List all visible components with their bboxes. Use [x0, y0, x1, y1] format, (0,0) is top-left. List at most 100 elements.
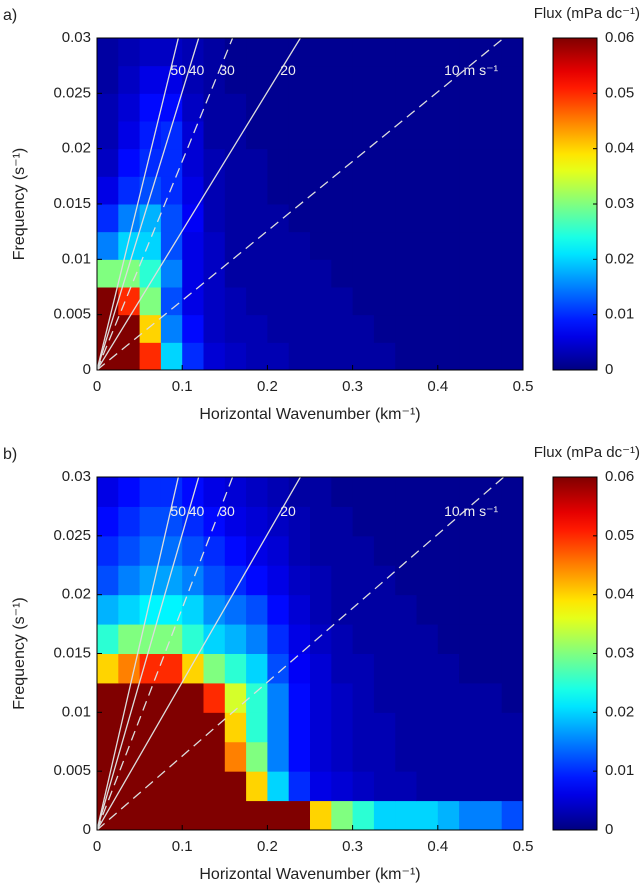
heatmap-cell: [331, 121, 354, 150]
heatmap-cell: [182, 287, 204, 316]
heatmap-cell: [246, 594, 268, 625]
heatmap-cell: [267, 121, 290, 150]
heatmap-cell: [203, 231, 226, 260]
heatmap-cell: [97, 682, 119, 713]
heatmap-cell: [459, 682, 481, 713]
heatmap-cell: [224, 712, 247, 743]
heatmap-cell: [182, 594, 204, 625]
heatmap-cell: [395, 259, 417, 288]
heatmap-cell: [160, 93, 183, 122]
heatmap-cell: [459, 771, 481, 802]
heatmap-cell: [97, 121, 119, 150]
heatmap-cell: [331, 314, 354, 343]
y-tick-label: 0.01: [62, 250, 91, 267]
heatmap-cell: [224, 535, 247, 566]
heatmap-cell: [437, 342, 460, 371]
heatmap-cell: [246, 259, 268, 288]
heatmap-cell: [459, 148, 481, 177]
heatmap-cell: [501, 506, 524, 537]
panel-label: a): [3, 7, 17, 24]
heatmap-cell: [437, 176, 460, 205]
heatmap-cell: [182, 712, 204, 743]
panel-label: b): [3, 446, 17, 463]
x-axis-label: Horizontal Wavenumber (km⁻¹): [199, 866, 420, 883]
heatmap-cell: [395, 594, 417, 625]
heatmap-cell: [224, 93, 247, 122]
phase-label: 50: [170, 62, 186, 78]
heatmap-cell: [373, 176, 396, 205]
heatmap-cell: [501, 93, 524, 122]
heatmap-cell: [139, 287, 162, 316]
x-tick-label: 0.4: [427, 838, 448, 855]
heatmap-cell: [459, 287, 481, 316]
heatmap: [97, 38, 524, 371]
heatmap-cell: [373, 682, 396, 713]
heatmap-cell: [267, 624, 290, 654]
heatmap-cell: [118, 624, 141, 654]
heatmap-cell: [267, 712, 290, 743]
heatmap-cell: [373, 565, 396, 596]
heatmap-cell: [139, 682, 162, 713]
heatmap-cell: [160, 712, 183, 743]
heatmap-cell: [182, 342, 204, 371]
colorbar-tick-label: 0.01: [605, 306, 634, 323]
heatmap-cell: [352, 712, 375, 743]
heatmap-cell: [331, 477, 354, 507]
heatmap-cell: [373, 712, 396, 743]
heatmap-cell: [182, 741, 204, 772]
heatmap-cell: [352, 653, 375, 684]
heatmap-cell: [416, 506, 439, 537]
heatmap-cell: [139, 148, 162, 177]
heatmap-cell: [139, 800, 162, 831]
phase-label: 30: [219, 62, 235, 78]
heatmap-cell: [501, 653, 524, 684]
heatmap-cell: [395, 477, 417, 507]
heatmap-cell: [416, 594, 439, 625]
y-tick-label: 0.03: [62, 29, 91, 46]
heatmap-cell: [267, 231, 290, 260]
colorbar-tick-label: 0: [605, 361, 613, 378]
heatmap-cell: [288, 771, 311, 802]
heatmap-cell: [288, 535, 311, 566]
heatmap-cell: [203, 506, 226, 537]
heatmap-cell: [501, 682, 524, 713]
heatmap-cell: [160, 287, 183, 316]
heatmap-cell: [416, 65, 439, 94]
heatmap-cell: [373, 653, 396, 684]
heatmap-cell: [331, 771, 354, 802]
heatmap-cell: [480, 477, 503, 507]
heatmap-cell: [437, 624, 460, 654]
heatmap-cell: [416, 176, 439, 205]
heatmap-cell: [203, 535, 226, 566]
heatmap-cell: [501, 477, 524, 507]
heatmap-cell: [480, 535, 503, 566]
phase-line: [97, 38, 200, 370]
heatmap-cell: [459, 535, 481, 566]
heatmap-cell: [310, 682, 332, 713]
heatmap-cell: [139, 535, 162, 566]
heatmap-cell: [97, 314, 119, 343]
heatmap-cell: [331, 682, 354, 713]
heatmap-cell: [395, 121, 417, 150]
phase-line: [97, 477, 200, 830]
heatmap-cell: [373, 259, 396, 288]
colorbar-tick-label: 0.06: [605, 468, 634, 485]
heatmap-cell: [352, 565, 375, 596]
heatmap-cell: [373, 771, 396, 802]
heatmap-cell: [310, 204, 332, 233]
heatmap-cell: [160, 535, 183, 566]
heatmap-cell: [118, 506, 141, 537]
heatmap-cell: [352, 682, 375, 713]
heatmap-cell: [182, 800, 204, 831]
heatmap-cell: [160, 204, 183, 233]
heatmap-cell: [139, 121, 162, 150]
heatmap-cell: [203, 93, 226, 122]
heatmap-cell: [501, 565, 524, 596]
heatmap-cell: [437, 65, 460, 94]
colorbar: [552, 37, 598, 371]
heatmap-cell: [331, 231, 354, 260]
heatmap-cell: [118, 93, 141, 122]
heatmap-cell: [182, 477, 204, 507]
heatmap-cell: [395, 176, 417, 205]
heatmap-cell: [97, 506, 119, 537]
